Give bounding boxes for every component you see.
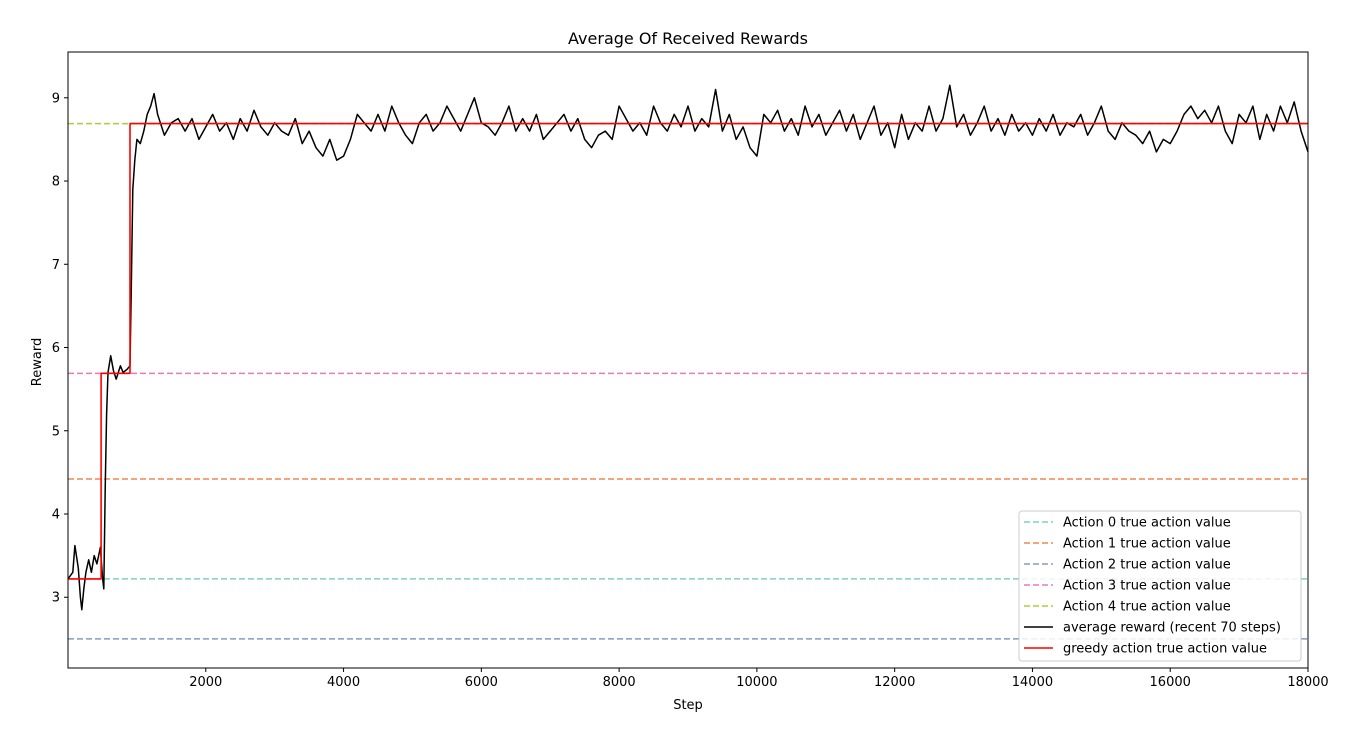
x-tick-label: 16000 bbox=[1150, 675, 1191, 690]
y-tick-label: 3 bbox=[52, 591, 60, 606]
x-tick-label: 14000 bbox=[1012, 675, 1053, 690]
legend-label: Action 3 true action value bbox=[1063, 579, 1231, 594]
legend-label: average reward (recent 70 steps) bbox=[1063, 621, 1281, 636]
x-axis-label: Step bbox=[673, 698, 703, 713]
series-line-average-reward bbox=[67, 84, 1309, 611]
legend-label: Action 1 true action value bbox=[1063, 537, 1231, 552]
x-tick-label: 18000 bbox=[1287, 675, 1328, 690]
plot-frame bbox=[67, 51, 1309, 669]
y-tick-label: 5 bbox=[52, 424, 60, 439]
y-tick-label: 7 bbox=[52, 258, 60, 273]
legend-label: Action 0 true action value bbox=[1063, 516, 1231, 531]
y-tick-label: 8 bbox=[52, 175, 60, 190]
y-axis-label: Reward bbox=[30, 338, 45, 386]
legend: Action 0 true action value Action 1 true … bbox=[1018, 510, 1302, 662]
plot-area bbox=[67, 84, 1309, 640]
y-tick-label: 6 bbox=[52, 341, 60, 356]
x-tick-label: 8000 bbox=[603, 675, 636, 690]
legend-box bbox=[1018, 510, 1302, 662]
x-tick-label: 12000 bbox=[874, 675, 915, 690]
x-tick-label: 2000 bbox=[189, 675, 222, 690]
x-tick-label: 10000 bbox=[736, 675, 777, 690]
chart-title: Average Of Received Rewards bbox=[568, 29, 808, 48]
x-tick-label: 6000 bbox=[465, 675, 498, 690]
y-tick-label: 9 bbox=[52, 91, 60, 106]
series-line-greedy-action bbox=[68, 122, 1308, 580]
legend-label: Action 2 true action value bbox=[1063, 558, 1231, 573]
legend-label: greedy action true action value bbox=[1063, 642, 1267, 657]
x-tick-label: 4000 bbox=[327, 675, 360, 690]
legend-label: Action 4 true action value bbox=[1063, 600, 1231, 615]
y-tick-label: 4 bbox=[52, 508, 60, 523]
x-axis: 2000 4000 6000 8000 10000 12000 14000 16000 1800… bbox=[189, 668, 1329, 690]
y-axis: 3 4 5 6 7 8 9 bbox=[52, 91, 68, 606]
